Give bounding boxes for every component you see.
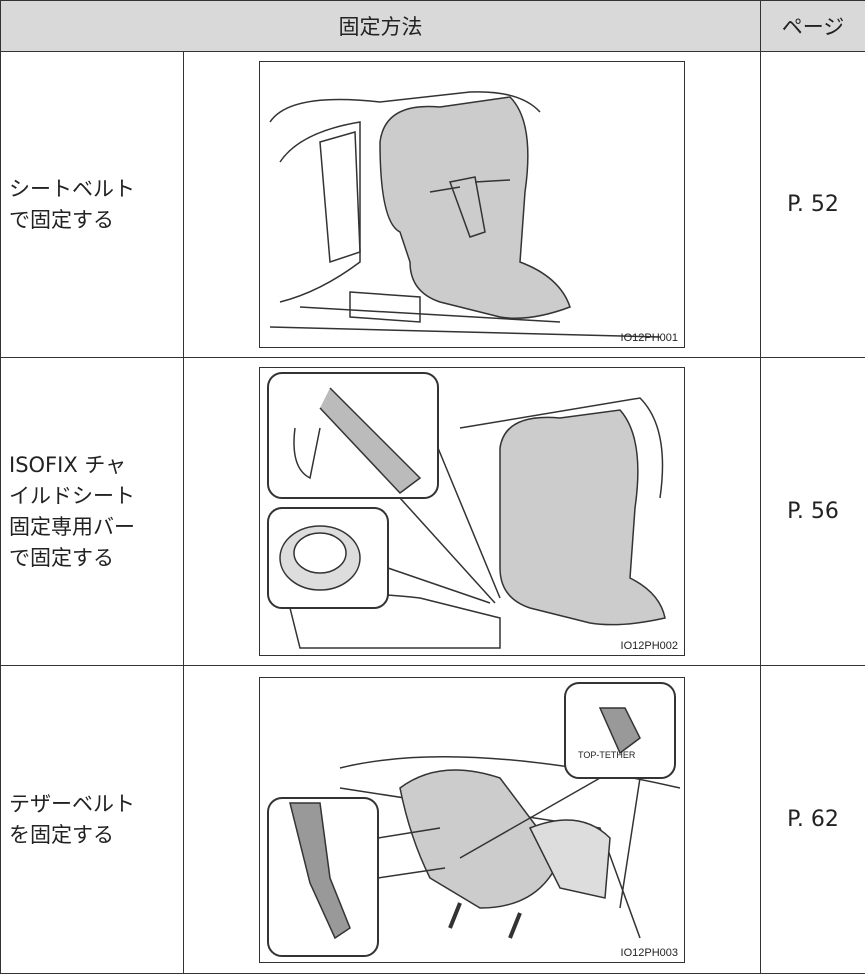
table-row: シートベルト で固定する IO12PH001 P. 52 — [0, 51, 865, 358]
image-cell: IO12PH002 — [183, 357, 761, 666]
image-code: IO12PH002 — [620, 640, 678, 652]
method-text: イルドシート — [9, 483, 135, 508]
method-text: 固定専用バー — [9, 514, 135, 539]
method-text: で固定する — [9, 545, 114, 570]
image-code: IO12PH003 — [620, 946, 678, 959]
isofix-illustration — [267, 372, 666, 649]
method-cell: テザーベルト を固定する — [0, 665, 184, 974]
page-cell: P. 52 — [760, 51, 865, 358]
method-text: テザーベルト — [9, 791, 135, 816]
illustration: TOP-TETHER IO12PH003 — [259, 676, 685, 963]
method-text: シートベルト — [9, 176, 135, 201]
header-row: 固定方法 ページ — [0, 0, 865, 52]
method-text: で固定する — [9, 207, 114, 232]
method-cell: シートベルト で固定する — [0, 51, 184, 358]
image-label: TOP-TETHER — [578, 749, 636, 760]
header-cell: 固定方法 — [0, 0, 761, 52]
header-cell: ページ — [760, 0, 865, 52]
image-cell: IO12PH001 — [183, 51, 761, 358]
table-row: ISOFIX チャ イルドシート 固定専用バー で固定する — [0, 357, 865, 666]
method-text: ISOFIX チャ — [9, 452, 127, 477]
table-row: テザーベルト を固定する TOP-TETHER IO12PH003 — [0, 665, 865, 974]
method-text: を固定する — [9, 822, 114, 847]
illustration: IO12PH002 — [259, 367, 685, 656]
image-cell: TOP-TETHER IO12PH003 — [183, 665, 761, 974]
image-code: IO12PH001 — [620, 332, 678, 344]
tether-illustration — [267, 681, 681, 957]
illustration: IO12PH001 — [259, 61, 685, 348]
page-cell: P. 62 — [760, 665, 865, 974]
seat-illustration — [269, 91, 661, 338]
page-cell: P. 56 — [760, 357, 865, 666]
method-cell: ISOFIX チャ イルドシート 固定専用バー で固定する — [0, 357, 184, 666]
